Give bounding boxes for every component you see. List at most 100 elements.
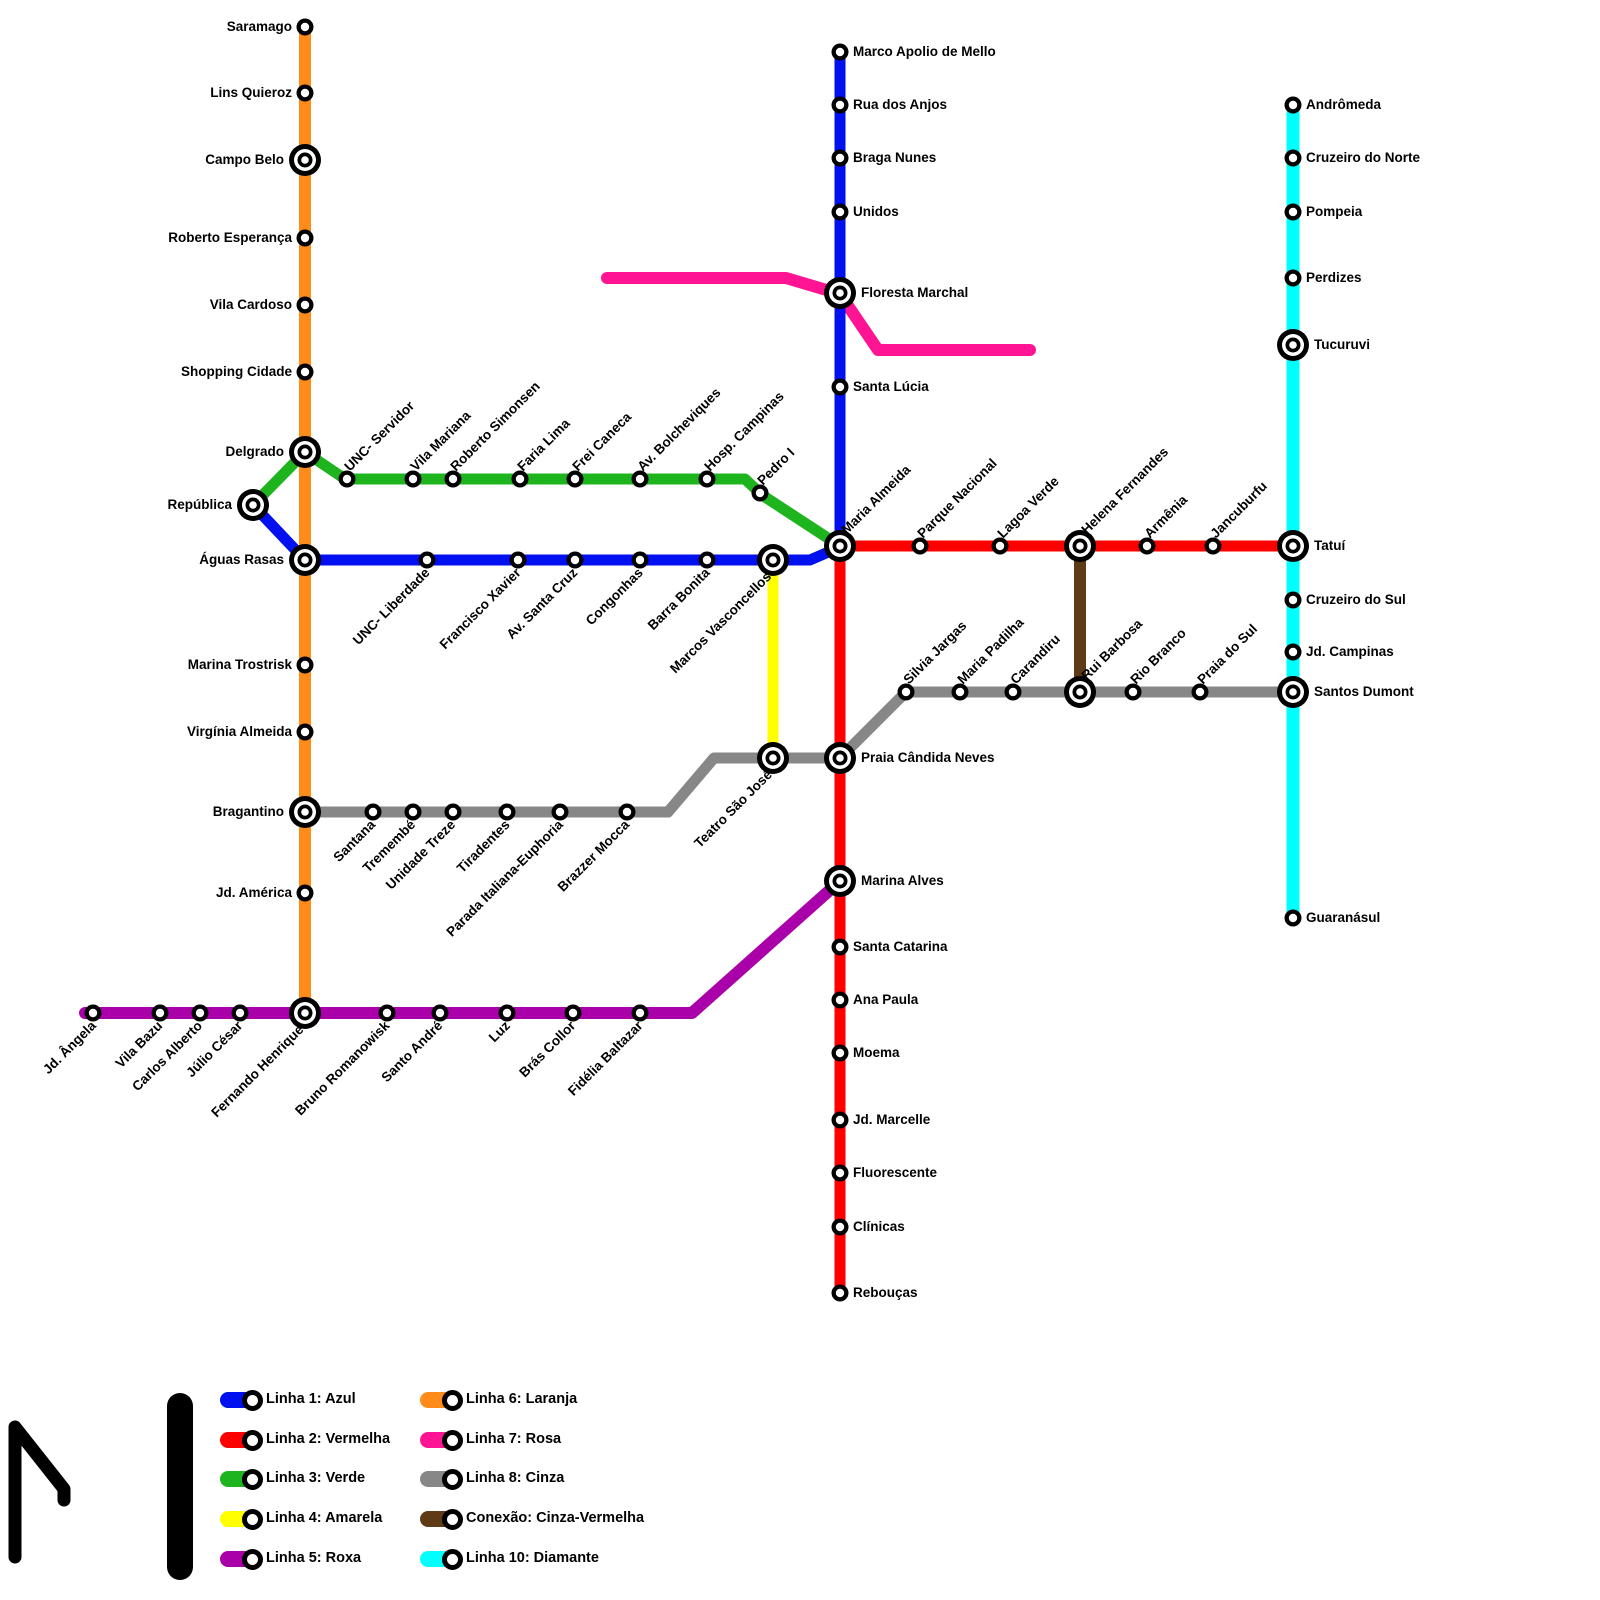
station-label-jd-marcelle: Jd. Marcelle [853,1112,931,1127]
station-label-santos-dumont: Santos Dumont [1314,684,1414,699]
station-perdizes [1284,269,1302,287]
station-carandiru [1004,683,1022,701]
station-label-aguas-rasas: Águas Rasas [199,552,284,567]
station-label-reboucas: Rebouças [853,1285,918,1300]
station-av-santa-cruz [566,551,584,569]
station-jancuburfu [1204,537,1222,555]
station-label-jd-campinas: Jd. Campinas [1306,644,1394,659]
station-roberto-esperanca [296,229,314,247]
station-ana-paula [831,991,849,1009]
station-unc-servidor [338,470,356,488]
station-francisco-xavier [509,551,527,569]
station-hosp-campinas [698,470,716,488]
station-marco-apolio-de-mello [831,43,849,61]
station-jd-campinas [1284,643,1302,661]
scale-bar [167,1393,193,1580]
station-label-lins-quieroz: Lins Quieroz [210,85,292,100]
station-aguas-rasas [289,544,321,576]
station-tremembe [404,803,422,821]
station-label-praia-candida-neves: Praia Cândida Neves [861,750,995,765]
station-cruzeiro-do-sul [1284,591,1302,609]
station-label-tatui: Tatuí [1314,538,1346,553]
station-clinicas [831,1218,849,1236]
station-label-republica: República [167,497,232,512]
station-tatui [1277,530,1309,562]
station-santa-catarina [831,938,849,956]
station-label-virginia-almeida: Virgínia Almeida [186,724,292,739]
station-label-rua-dos-anjos: Rua dos Anjos [853,97,948,112]
station-armenia [1138,537,1156,555]
station-marina-alves [824,865,856,897]
station-reboucas [831,1284,849,1302]
station-bras-collor [564,1004,582,1022]
station-marcos-vasconcellos [757,544,789,576]
station-floresta-marchal [824,277,856,309]
station-republica [237,489,269,521]
station-pompeia [1284,203,1302,221]
station-label-delgrado: Delgrado [225,444,284,459]
station-barra-bonita [698,551,716,569]
rail-line-linha-5-roxa [79,875,846,1019]
station-label-marco-apolio-de-mello: Marco Apolio de Mello [853,44,996,59]
station-lins-quieroz [296,84,314,102]
station-jd-marcelle [831,1111,849,1129]
station-braga-nunes [831,149,849,167]
station-label-floresta-marchal: Floresta Marchal [861,285,969,300]
station-campo-belo [289,144,321,176]
station-unidos [831,203,849,221]
station-jd-angela [84,1004,102,1022]
station-label-pompeia: Pompeia [1306,204,1363,219]
station-label-marina-alves: Marina Alves [861,873,944,888]
station-faria-lima [511,470,529,488]
station-lagoa-verde [991,537,1009,555]
station-vila-cardoso [296,296,314,314]
station-brazzer-mocca [618,803,636,821]
station-cruzeiro-do-norte [1284,149,1302,167]
rail-line-linha-3-verde [247,446,846,552]
station-label-saramago: Saramago [226,19,292,34]
station-frei-caneca [566,470,584,488]
station-label-roberto-esperanca: Roberto Esperança [168,230,292,245]
station-unc-liberdade [418,551,436,569]
station-helena-fernandes [1064,530,1096,562]
station-unidade-treze [444,803,462,821]
station-parada-italiana-euphoria [551,803,569,821]
station-label-jd-america: Jd. América [215,885,292,900]
station-label-guaranasul: Guaranásul [1306,910,1381,925]
station-vila-bazu [151,1004,169,1022]
station-praia-do-sul [1191,683,1209,701]
station-label-bragantino: Bragantino [212,804,284,819]
station-label-shopping-cidade: Shopping Cidade [181,364,292,379]
station-delgrado [289,436,321,468]
station-label-vila-cardoso: Vila Cardoso [209,297,292,312]
station-moema [831,1044,849,1062]
station-pedro-i [751,484,769,502]
station-rui-barbosa [1064,676,1096,708]
station-virginia-almeida [296,723,314,741]
station-teatro-sao-jose [757,742,789,774]
station-label-ana-paula: Ana Paula [853,992,919,1007]
station-shopping-cidade [296,363,314,381]
station-fernando-henrique [289,997,321,1029]
station-label-unidos: Unidos [853,204,899,219]
station-label-marina-trostrisk: Marina Trostrisk [187,657,292,672]
station-label-moema: Moema [853,1045,900,1060]
station-marina-trostrisk [296,656,314,674]
station-santana [364,803,382,821]
station-rua-dos-anjos [831,96,849,114]
station-bruno-romanowisk [378,1004,396,1022]
station-praia-candida-neves [824,742,856,774]
station-label-clinicas: Clínicas [853,1219,905,1234]
station-rio-branco [1124,683,1142,701]
station-julio-cesar [231,1004,249,1022]
station-congonhas [631,551,649,569]
station-santo-andre [431,1004,449,1022]
station-label-cruzeiro-do-sul: Cruzeiro do Sul [1306,592,1406,607]
station-bragantino [289,796,321,828]
station-fluorescente [831,1164,849,1182]
station-label-cruzeiro-do-norte: Cruzeiro do Norte [1306,150,1421,165]
station-maria-almeida [824,530,856,562]
station-label-braga-nunes: Braga Nunes [853,150,937,165]
